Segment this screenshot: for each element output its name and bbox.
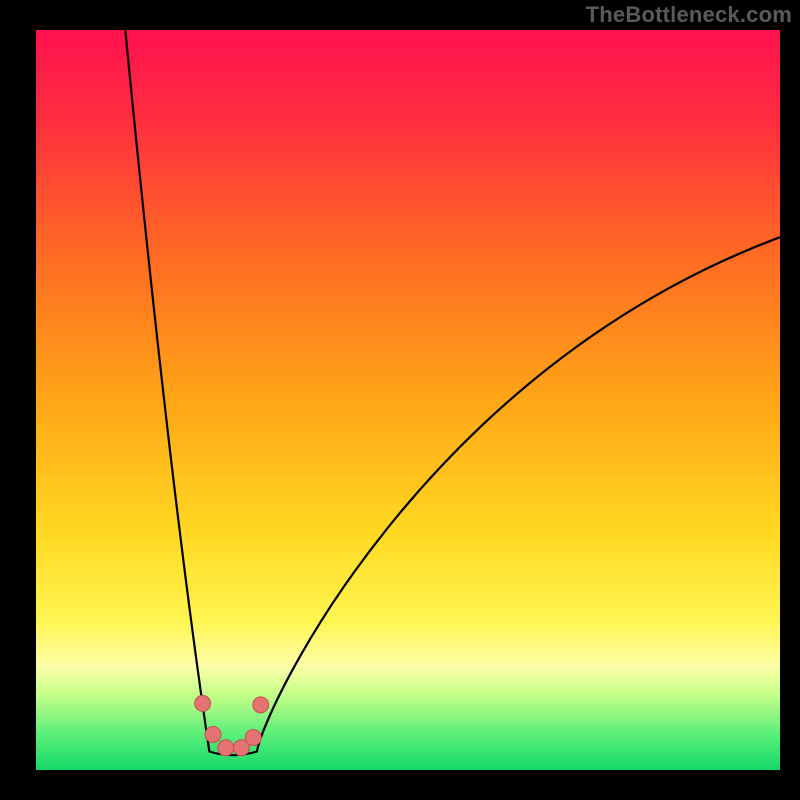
- data-point: [245, 729, 261, 745]
- data-point: [205, 726, 221, 742]
- bottleneck-curve: [125, 30, 780, 755]
- watermark-text: TheBottleneck.com: [586, 2, 792, 28]
- bottleneck-chart: [36, 30, 780, 770]
- data-point: [195, 695, 211, 711]
- chart-overlay: [36, 30, 780, 770]
- data-point: [218, 740, 234, 756]
- data-point: [253, 697, 269, 713]
